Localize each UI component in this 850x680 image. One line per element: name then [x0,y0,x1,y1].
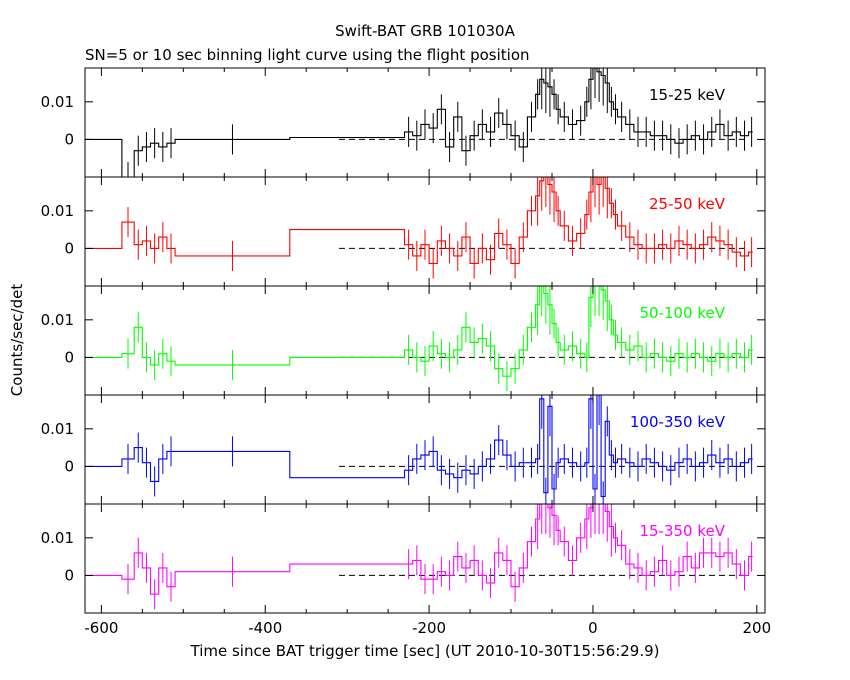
series-line [85,504,753,595]
y-tick-label: 0 [64,130,74,148]
series-line [85,286,753,377]
y-tick-label: 0.01 [41,93,74,111]
y-tick-label: 0.01 [41,311,74,329]
band-label: 25-50 keV [649,195,726,213]
x-tick-label: -600 [84,619,118,637]
y-axis-label: Counts/sec/det [8,284,26,397]
series-line [85,68,753,177]
band-label: 15-25 keV [649,86,726,104]
y-tick-label: 0.01 [41,202,74,220]
panels-group: 0 0.01 15-25 keV 0 0.01 25-50 keV 0 0.01 50-100 … [41,67,771,637]
panel-frame [84,503,766,614]
panel-5: 0 0.01 15-350 keV [41,503,766,614]
panel-4: 0 0.01 100-350 keV [41,394,766,505]
band-label: 100-350 keV [630,413,726,431]
x-tick-label: 0 [588,619,598,637]
y-tick-label: 0.01 [41,420,74,438]
band-label: 15-350 keV [639,522,725,540]
panel-2: 0 0.01 25-50 keV [41,176,766,287]
series-line [85,395,753,498]
y-tick-label: 0 [64,566,74,584]
y-tick-label: 0 [64,348,74,366]
y-tick-label: 0 [64,239,74,257]
y-tick-label: 0.01 [41,529,74,547]
x-tick-label: 200 [742,619,771,637]
series-line [85,177,753,264]
x-tick-label: -400 [248,619,282,637]
chart-subtitle: SN=5 or 10 sec binning light curve using… [85,46,530,64]
panel-3: 0 0.01 50-100 keV [41,285,766,396]
panel-frame [84,285,766,396]
y-tick-label: 0 [64,457,74,475]
chart-title: Swift-BAT GRB 101030A [335,22,515,40]
x-axis-label: Time since BAT trigger time [sec] (UT 20… [190,642,660,660]
band-label: 50-100 keV [639,304,725,322]
x-tick-label: -200 [412,619,446,637]
